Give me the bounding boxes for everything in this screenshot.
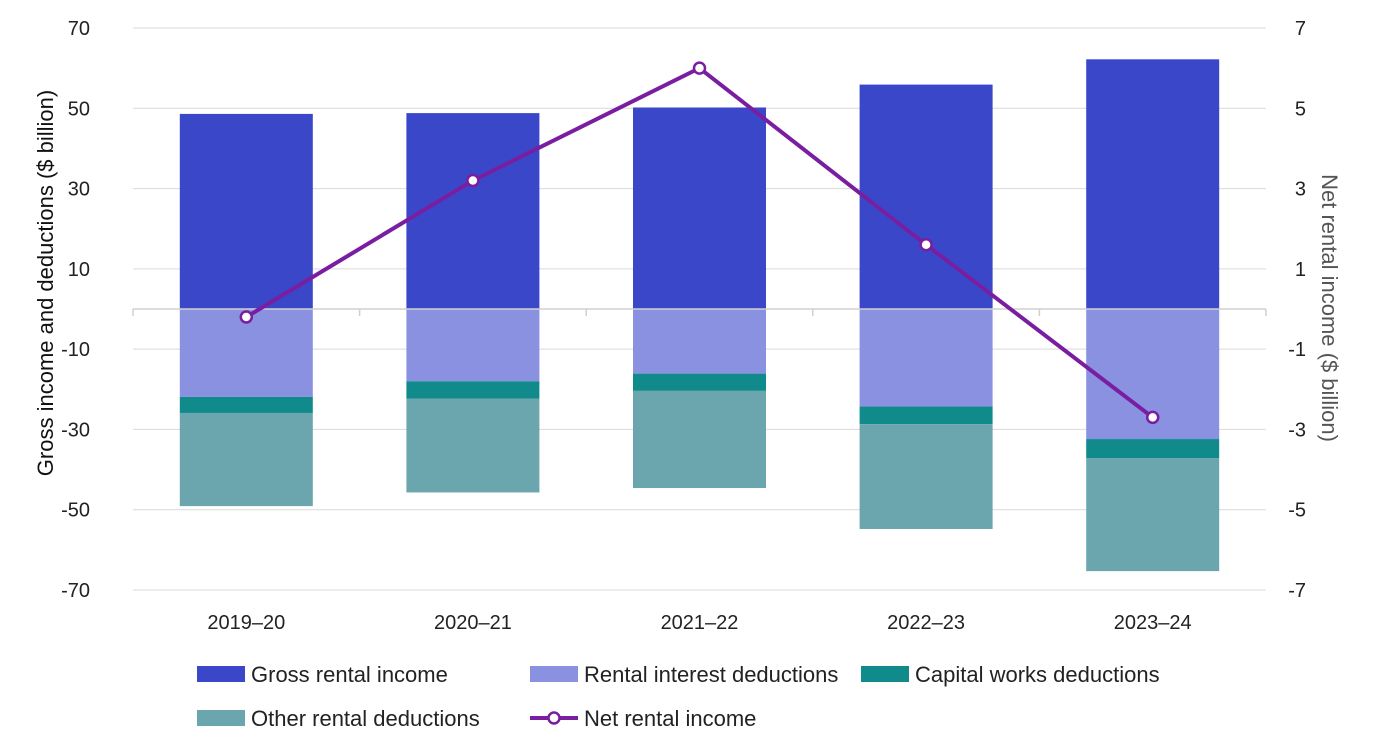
line-point (692, 61, 707, 75)
bar-gross-rental-income (179, 113, 313, 309)
bar-capital-works-deductions (406, 381, 540, 399)
line-point (919, 238, 933, 252)
legend-swatch-rental-interest-deductions (530, 666, 578, 682)
tick-labels: 70 7 50 5 30 3 10 1 -10 -1 -30 -3 -50 -5 -70 -7 2019–20 2… (61, 18, 1306, 634)
left-tick-label: -50 (61, 500, 90, 522)
bar-other-rental-deductions (633, 390, 766, 489)
right-tick-label: -3 (1288, 419, 1306, 441)
net-rental-income-line (239, 61, 1160, 425)
legend-label-capital-works-deductions: Capital works deductions (915, 662, 1160, 687)
bar-capital-works-deductions (1086, 439, 1220, 459)
left-tick-label: 70 (68, 18, 90, 40)
right-tick-label: 3 (1295, 179, 1306, 201)
legend: Gross rental income Rental interest deduc… (197, 662, 1160, 731)
legend-swatch-gross-rental-income (197, 666, 245, 682)
bar-other-rental-deductions (179, 412, 313, 507)
category-label: 2023–24 (1114, 612, 1192, 634)
left-tick-label: 10 (68, 259, 90, 281)
bar-other-rental-deductions (859, 424, 993, 529)
right-tick-label: 5 (1295, 98, 1306, 120)
category-label: 2021–22 (661, 612, 739, 634)
left-tick-label: -10 (61, 339, 90, 361)
right-tick-label: 7 (1295, 18, 1306, 40)
bar-gross-rental-income (1086, 59, 1220, 309)
line-point (239, 310, 254, 324)
bar-capital-works-deductions (859, 406, 993, 425)
right-axis-title: Net rental income ($ billion) (1317, 174, 1342, 442)
bar-other-rental-deductions (1086, 458, 1220, 572)
left-tick-label: -30 (61, 419, 90, 441)
legend-label-rental-interest-deductions: Rental interest deductions (584, 662, 838, 687)
bar-capital-works-deductions (179, 396, 313, 413)
legend-label-other-rental-deductions: Other rental deductions (251, 706, 480, 731)
category-label: 2020–21 (434, 612, 512, 634)
right-tick-label: -5 (1288, 500, 1306, 522)
left-axis-title: Gross income and deductions ($ billion) (33, 90, 58, 476)
bars (179, 59, 1220, 572)
bar-gross-rental-income (633, 107, 766, 310)
category-label: 2019–20 (207, 612, 285, 634)
bar-capital-works-deductions (633, 373, 766, 391)
bar-rental-interest-deductions (406, 309, 540, 382)
line-point (1145, 410, 1160, 425)
legend-swatch-marker (547, 711, 561, 725)
bar-rental-interest-deductions (859, 309, 993, 407)
legend-swatch-other-rental-deductions (197, 710, 245, 726)
left-tick-label: 30 (68, 179, 90, 201)
line-point (466, 173, 480, 188)
left-tick-label: 50 (68, 98, 90, 120)
legend-swatch-capital-works-deductions (861, 666, 909, 682)
right-tick-label: 1 (1295, 259, 1306, 281)
category-label: 2022–23 (887, 612, 965, 634)
bar-gross-rental-income (406, 113, 540, 309)
right-tick-label: -1 (1288, 339, 1306, 361)
bar-rental-interest-deductions (633, 309, 766, 374)
right-tick-label: -7 (1288, 580, 1306, 602)
bar-gross-rental-income (859, 84, 993, 309)
bar-other-rental-deductions (406, 398, 540, 493)
axes (132, 308, 1267, 316)
left-tick-label: -70 (61, 580, 90, 602)
legend-label-gross-rental-income: Gross rental income (251, 662, 448, 687)
legend-label-net-rental-income: Net rental income (584, 706, 756, 731)
